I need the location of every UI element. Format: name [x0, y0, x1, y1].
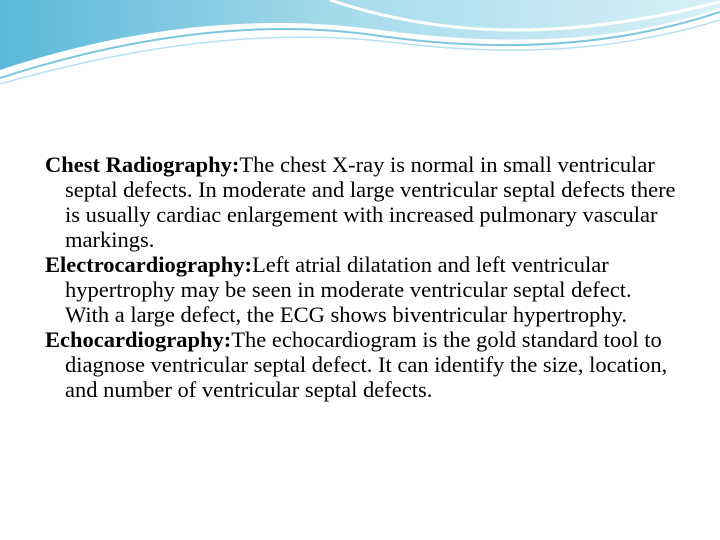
description: The echocardiogram is the gold standard …	[65, 327, 668, 402]
description: Left atrial dilatation and left ventricu…	[65, 252, 632, 327]
paragraph: Chest Radiography:The chest X-ray is nor…	[45, 152, 677, 252]
term: Chest Radiography:	[45, 152, 240, 177]
swoosh	[0, 0, 720, 70]
swoosh-line	[0, 19, 720, 85]
header-decoration	[0, 0, 720, 85]
paragraph: Electrocardiography:Left atrial dilatati…	[45, 252, 677, 327]
text-body: Chest Radiography:The chest X-ray is nor…	[45, 152, 677, 402]
swoosh-line	[0, 11, 720, 79]
term: Electrocardiography:	[45, 252, 253, 277]
swoosh-highlight	[329, 0, 720, 32]
paragraph: Echocardiography:The echocardiogram is t…	[45, 327, 677, 402]
term: Echocardiography:	[45, 327, 232, 352]
description: The chest X-ray is normal in small ventr…	[65, 152, 676, 252]
